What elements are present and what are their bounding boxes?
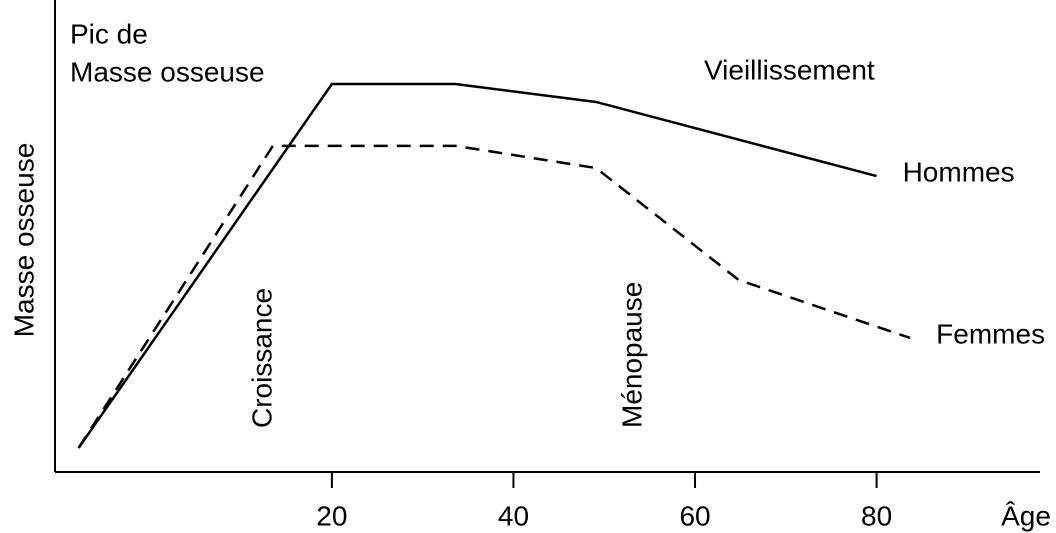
x-tick-label: 80 [861,500,892,531]
annotation: Masse osseuse [70,56,265,87]
series-label: Hommes [903,156,1015,187]
annotation: Ménopause [616,282,647,428]
series-label: Femmes [936,318,1045,349]
annotation: Croissance [246,288,277,428]
y-axis-label: Masse osseuse [8,143,39,338]
x-tick-label: 20 [316,500,347,531]
line-series [77,144,911,449]
x-tick-label: 40 [498,500,529,531]
line-series [77,82,877,449]
x-tick-label: 60 [679,500,710,531]
annotation: Vieillissement [704,54,875,85]
annotation: Pic de [70,18,148,49]
x-axis-label: Âge [1001,500,1051,531]
